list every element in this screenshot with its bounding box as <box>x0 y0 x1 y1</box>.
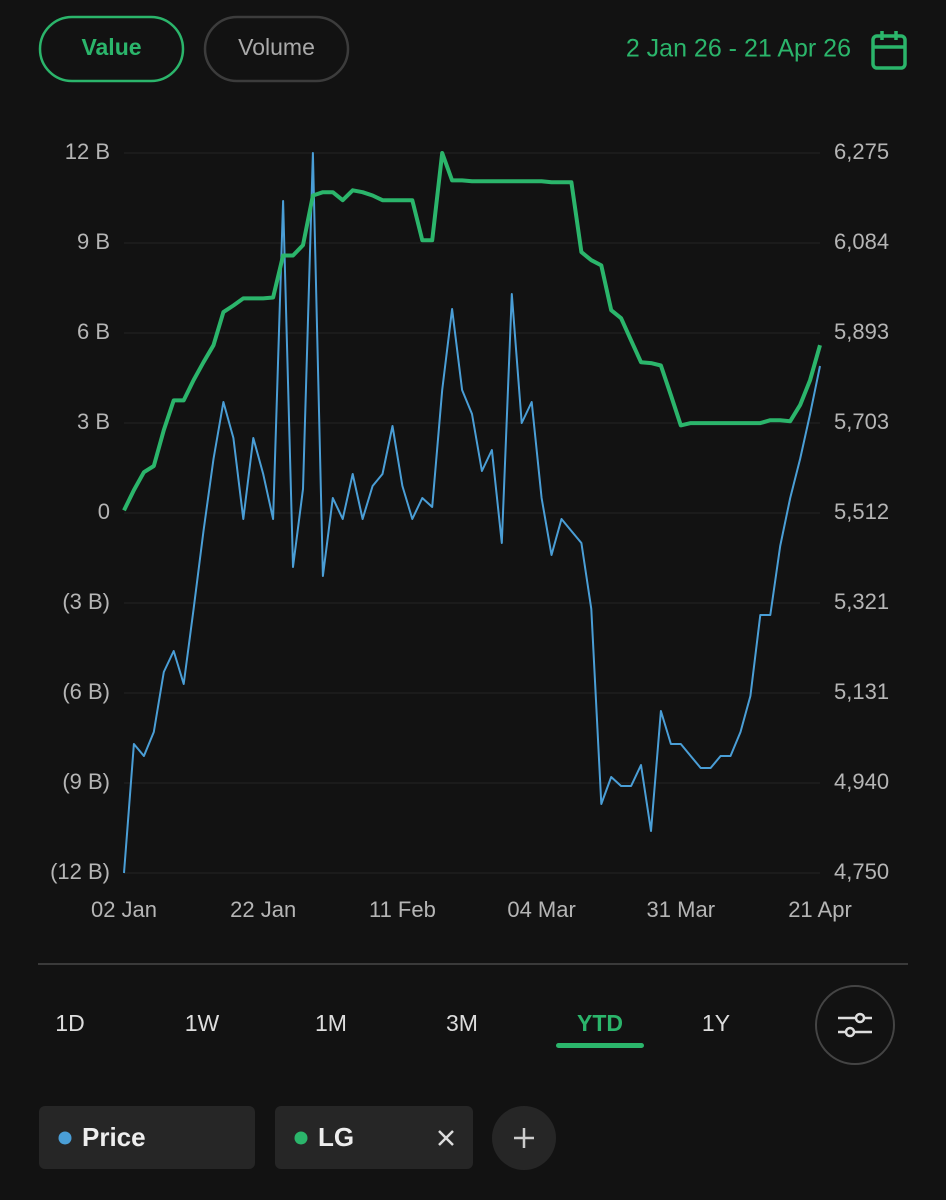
legend-chip[interactable] <box>275 1106 473 1169</box>
left-tick-label: 3 B <box>77 409 110 434</box>
period-tab[interactable]: YTD <box>577 1010 623 1036</box>
add-button[interactable] <box>492 1106 556 1170</box>
legend-dot <box>58 1131 72 1145</box>
period-tab[interactable]: 3M <box>446 1010 478 1036</box>
left-tick-label: 0 <box>98 499 110 524</box>
x-tick-label: 21 Apr <box>788 897 852 922</box>
period-tab[interactable]: 1Y <box>702 1010 730 1036</box>
filter-button[interactable] <box>815 985 895 1065</box>
x-tick-label: 22 Jan <box>230 897 296 922</box>
date-range[interactable]: 2 Jan 26 - 21 Apr 26 <box>626 35 851 63</box>
right-tick-label: 5,131 <box>834 679 889 704</box>
toggle-label[interactable]: Value <box>81 34 141 60</box>
period-tab[interactable]: 1M <box>315 1010 347 1036</box>
active-underline <box>556 1043 644 1048</box>
x-tick-label: 04 Mar <box>507 897 575 922</box>
right-tick-label: 4,750 <box>834 859 889 884</box>
left-tick-label: 9 B <box>77 229 110 254</box>
x-tick-label: 02 Jan <box>91 897 157 922</box>
left-tick-label: (9 B) <box>62 769 110 794</box>
legend-label[interactable]: LG <box>318 1122 354 1152</box>
legend-dot <box>294 1131 308 1145</box>
legend-chip[interactable] <box>39 1106 255 1169</box>
x-tick-label: 11 Feb <box>369 897 436 922</box>
right-tick-label: 6,275 <box>834 139 889 164</box>
right-tick-label: 4,940 <box>834 769 889 794</box>
calendar-icon[interactable] <box>871 31 907 70</box>
right-tick-label: 5,512 <box>834 499 889 524</box>
left-tick-label: (12 B) <box>50 859 110 884</box>
left-tick-label: 6 B <box>77 319 110 344</box>
period-tab[interactable]: 1D <box>55 1010 84 1036</box>
remove-icon[interactable] <box>438 1130 454 1146</box>
toggle-button[interactable] <box>38 15 185 83</box>
legend-label[interactable]: Price <box>82 1122 146 1152</box>
period-tab[interactable]: 1W <box>185 1010 220 1036</box>
right-tick-label: 5,893 <box>834 319 889 344</box>
right-tick-label: 5,703 <box>834 409 889 434</box>
toggle-label[interactable]: Volume <box>238 34 315 60</box>
toggle-button[interactable] <box>203 15 350 83</box>
left-tick-label: 12 B <box>65 139 110 164</box>
left-tick-label: (3 B) <box>62 589 110 614</box>
right-tick-label: 5,321 <box>834 589 889 614</box>
right-tick-label: 6,084 <box>834 229 889 254</box>
x-tick-label: 31 Mar <box>647 897 715 922</box>
series-line <box>123 152 821 874</box>
series-line <box>122 151 822 512</box>
left-tick-label: (6 B) <box>62 679 110 704</box>
